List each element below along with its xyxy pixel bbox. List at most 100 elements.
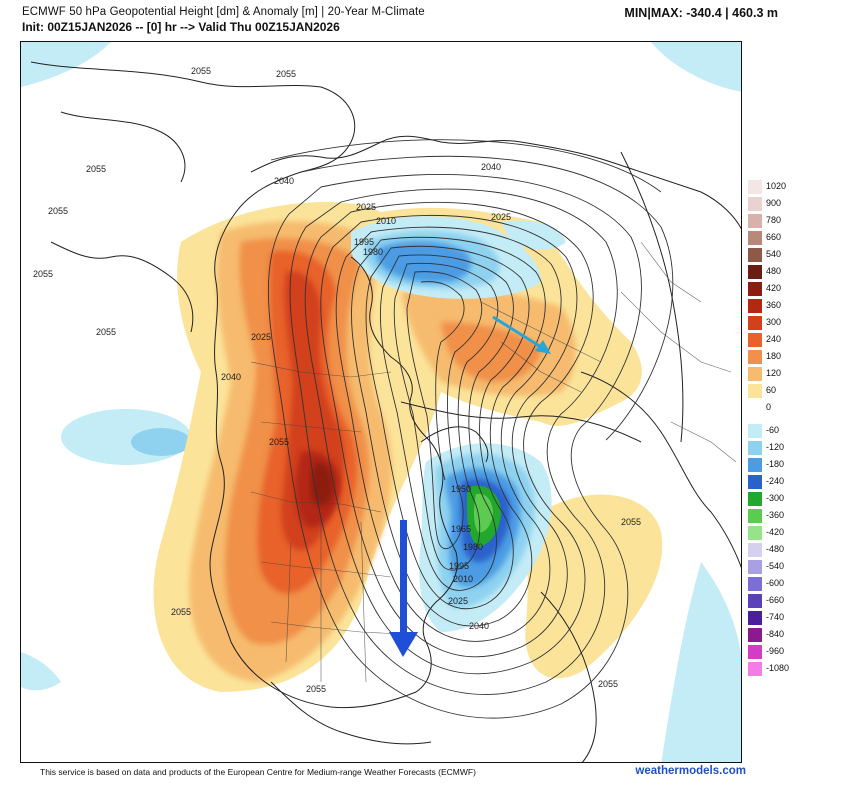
colorbar-label: 420	[766, 283, 782, 293]
contour-label: 2055	[621, 517, 641, 527]
colorbar-label: 0	[766, 402, 772, 412]
colorbar-swatch	[748, 492, 762, 506]
colorbar-entry: 180	[748, 350, 843, 364]
colorbar-entry: -600	[748, 577, 843, 591]
colorbar-swatch	[748, 594, 762, 608]
contour-label: 2055	[191, 66, 211, 76]
contour-label-layer: 2055 2055 2055 2055 2055 2055 2040 2040 2040 2040…	[33, 66, 641, 694]
contour-label: 2025	[448, 596, 468, 606]
colorbar-label: -180	[766, 459, 785, 469]
contour-label: 2055	[171, 607, 191, 617]
colorbar-swatch	[748, 316, 762, 330]
colorbar-swatch	[748, 384, 762, 398]
colorbar-swatch	[748, 560, 762, 574]
positive-anomaly-field	[153, 202, 663, 692]
polar-map[interactable]: 2055 2055 2055 2055 2055 2055 2040 2040 2040 2040…	[21, 42, 742, 763]
colorbar-entry: -480	[748, 543, 843, 557]
colorbar-label: 480	[766, 266, 782, 276]
colorbar-label: -600	[766, 578, 785, 588]
colorbar-swatch	[748, 645, 762, 659]
colorbar-label: -480	[766, 544, 785, 554]
colorbar-entry: -360	[748, 509, 843, 523]
colorbar-entry: 360	[748, 299, 843, 313]
colorbar-label: 180	[766, 351, 782, 361]
colorbar-swatch	[748, 401, 762, 415]
colorbar-label: 660	[766, 232, 782, 242]
contour-label: 1995	[354, 237, 374, 247]
colorbar-entry: -180	[748, 458, 843, 472]
colorbar-swatch	[748, 231, 762, 245]
colorbar-entry: 900	[748, 197, 843, 211]
colorbar-swatch	[748, 475, 762, 489]
colorbar-entry: 120	[748, 367, 843, 381]
contour-label: 1965	[451, 524, 471, 534]
colorbar-entry: -960	[748, 645, 843, 659]
contour-label: 2040	[221, 372, 241, 382]
blue-annotation-arrow	[389, 520, 418, 657]
colorbar-swatch	[748, 197, 762, 211]
colorbar-label: -660	[766, 595, 785, 605]
contour-label: 1980	[463, 542, 483, 552]
colorbar-label: -240	[766, 476, 785, 486]
colorbar-swatch	[748, 662, 762, 676]
colorbar-entry: 300	[748, 316, 843, 330]
contour-label: 2010	[453, 574, 473, 584]
contour-label: 2055	[276, 69, 296, 79]
colorbar-entry: 480	[748, 265, 843, 279]
colorbar-label: 360	[766, 300, 782, 310]
colorbar-swatch	[748, 458, 762, 472]
contour-label: 2055	[33, 269, 53, 279]
contour-label: 2025	[251, 332, 271, 342]
contour-label: 2055	[48, 206, 68, 216]
colorbar-entry: -1080	[748, 662, 843, 676]
contour-label: 2040	[274, 176, 294, 186]
colorbar-label: 900	[766, 198, 782, 208]
colorbar-entry: -660	[748, 594, 843, 608]
colorbar-entry: 420	[748, 282, 843, 296]
contour-label: 2055	[96, 327, 116, 337]
colorbar-label: 300	[766, 317, 782, 327]
colorbar-swatch	[748, 577, 762, 591]
colorbar-swatch	[748, 367, 762, 381]
contour-label: 2010	[376, 216, 396, 226]
colorbar-swatch	[748, 180, 762, 194]
colorbar-entry: 1020	[748, 180, 843, 194]
colorbar-entry: -540	[748, 560, 843, 574]
colorbar-entry: 780	[748, 214, 843, 228]
colorbar-swatch	[748, 526, 762, 540]
contour-label: 1950	[451, 484, 471, 494]
colorbar-label: 60	[766, 385, 777, 395]
colorbar-label: -60	[766, 425, 780, 435]
anomaly-colorbar: 1020 900 780 660 540 480 420 360 300 240 180 120 60 0…	[748, 180, 843, 676]
colorbar-swatch	[748, 282, 762, 296]
colorbar-swatch	[748, 248, 762, 262]
colorbar-label: 1020	[766, 181, 787, 191]
contour-label: 2040	[469, 621, 489, 631]
colorbar-entry: 660	[748, 231, 843, 245]
colorbar-swatch	[748, 299, 762, 313]
colorbar-entry: 60	[748, 384, 843, 398]
coastlines	[30, 61, 741, 762]
political-borders	[250, 241, 737, 683]
colorbar-swatch	[748, 611, 762, 625]
contour-label: 2025	[356, 202, 376, 212]
contour-label: 2055	[306, 684, 326, 694]
colorbar-swatch	[748, 214, 762, 228]
colorbar-entry: 540	[748, 248, 843, 262]
contour-label: 1980	[363, 247, 383, 257]
contour-label: 2025	[491, 212, 511, 222]
corner-anomaly-fields	[21, 42, 741, 762]
contour-label: 2055	[86, 164, 106, 174]
colorbar-label: -540	[766, 561, 785, 571]
cyan-annotation-arrow	[492, 315, 551, 354]
chart-title: ECMWF 50 hPa Geopotential Height [dm] & …	[22, 6, 425, 18]
colorbar-swatch	[748, 333, 762, 347]
colorbar-label: 120	[766, 368, 782, 378]
colorbar-label: -360	[766, 510, 785, 520]
colorbar-label: 240	[766, 334, 782, 344]
colorbar-swatch	[748, 350, 762, 364]
site-watermark[interactable]: weathermodels.com	[635, 765, 746, 777]
map-panel[interactable]: 2055 2055 2055 2055 2055 2055 2040 2040 2040 2040…	[20, 41, 742, 763]
colorbar-swatch	[748, 265, 762, 279]
colorbar-swatch	[748, 628, 762, 642]
